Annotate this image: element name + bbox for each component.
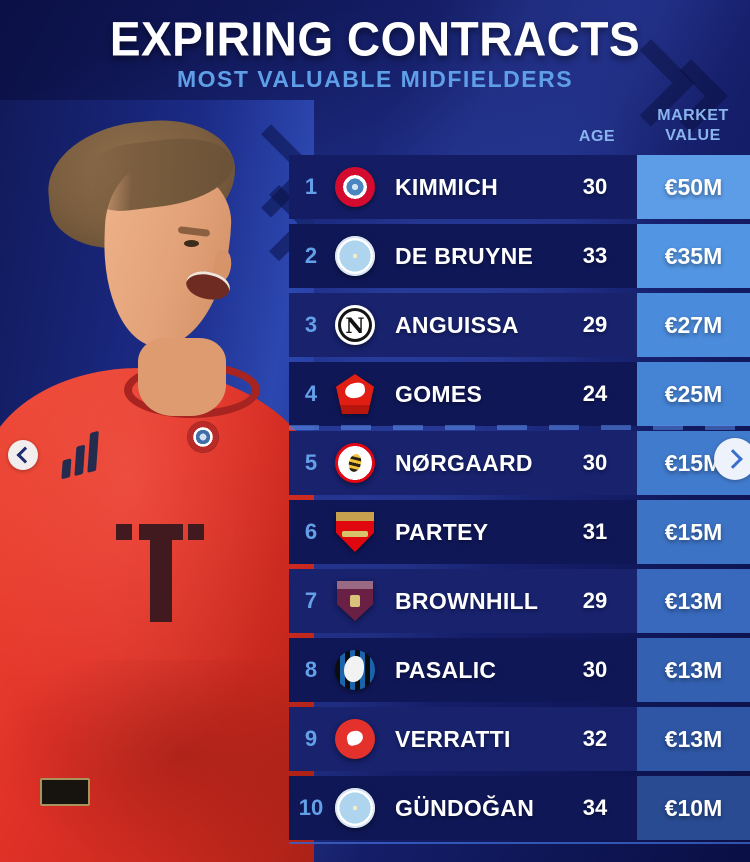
player-rank: 3 [304,312,318,337]
club-badge-manchester-city [335,236,375,276]
club-badge-brentford [335,443,375,483]
player-age: 24 [582,381,608,406]
carousel-prev-button[interactable] [8,440,38,470]
table-row: 1 KIMMICH 30 €50M [289,155,750,219]
table-column-headers: AGE MARKET VALUE [558,98,750,150]
table-row: 4 GOMES 24 €25M [289,362,750,426]
adidas-patch-icon [40,778,90,806]
jersey-shading [0,660,314,862]
player-name: GOMES [395,380,483,407]
age-column-header: AGE [578,128,616,145]
player-neck [138,338,226,416]
chevron-left-icon [16,446,34,464]
table-row: 2 DE BRUYNE 33 €35M [289,224,750,288]
player-age: 30 [582,174,608,199]
player-photo-kimmich [0,100,314,862]
table-bottom-divider [289,842,750,844]
player-market-value: €27M [637,293,750,357]
player-name: GÜNDOĞAN [395,794,535,821]
club-badge-arsenal [335,512,375,552]
carousel-next-button[interactable] [714,438,750,480]
player-rank: 9 [304,726,318,751]
player-rank: 5 [304,450,318,475]
dashed-divider [289,425,750,430]
club-badge-manchester-city [335,788,375,828]
player-market-value: €13M [637,569,750,633]
player-market-value: €13M [637,707,750,771]
table-row: 7 BROWNHILL 29 €13M [289,569,750,633]
player-age: 30 [582,450,608,475]
page-subtitle: MOST VALUABLE MIDFIELDERS [176,66,574,92]
player-name: NØRGAARD [395,449,533,476]
bayern-crest-icon [188,422,218,452]
player-age: 33 [582,243,608,268]
market-value-column-header: MARKET VALUE [657,107,729,144]
player-market-value: €35M [637,224,750,288]
club-badge-bayern-munich [335,167,375,207]
table-row: 9 VERRATTI 32 €13M [289,707,750,771]
player-age: 30 [582,657,608,682]
player-name: ANGUISSA [395,311,519,338]
player-name: DE BRUYNE [395,242,534,269]
player-market-value: €50M [637,155,750,219]
table-row: 10 GÜNDOĞAN 34 €10M [289,776,750,840]
ranking-table: 1 KIMMICH 30 €50M 2 DE BRUYNE 33 €35M 3 … [289,155,750,845]
club-badge-napoli [335,305,375,345]
player-name: PARTEY [395,518,489,545]
player-age: 34 [582,795,608,820]
player-market-value: €15M [637,500,750,564]
player-market-value: €25M [637,362,750,426]
page-title: EXPIRING CONTRACTS [109,11,641,67]
player-market-value: €13M [637,638,750,702]
club-badge-burnley [335,581,375,621]
player-rank: 6 [304,519,318,544]
club-badge-al-arabi [335,719,375,759]
player-name: KIMMICH [395,173,499,200]
player-rank: 1 [304,174,318,199]
player-age: 31 [582,519,608,544]
player-rank: 4 [304,381,318,406]
table-row: 5 NØRGAARD 30 €15M [289,431,750,495]
table-row: 8 PASALIC 30 €13M [289,638,750,702]
player-rank: 10 [298,795,324,820]
player-age: 29 [582,312,608,337]
player-rank: 8 [304,657,318,682]
table-row: 6 PARTEY 31 €15M [289,500,750,564]
chevron-right-icon [723,449,743,469]
player-rank: 2 [304,243,318,268]
player-name: VERRATTI [395,725,511,752]
player-eye [184,240,199,247]
player-name: PASALIC [395,656,497,683]
player-age: 32 [582,726,608,751]
player-name: BROWNHILL [395,587,539,614]
club-badge-atalanta [335,650,375,690]
telekom-t-logo-icon [116,502,206,622]
player-market-value: €10M [637,776,750,840]
table-row: 3 ANGUISSA 29 €27M [289,293,750,357]
club-badge-lille [335,374,375,414]
player-age: 29 [582,588,608,613]
player-rank: 7 [304,588,318,613]
